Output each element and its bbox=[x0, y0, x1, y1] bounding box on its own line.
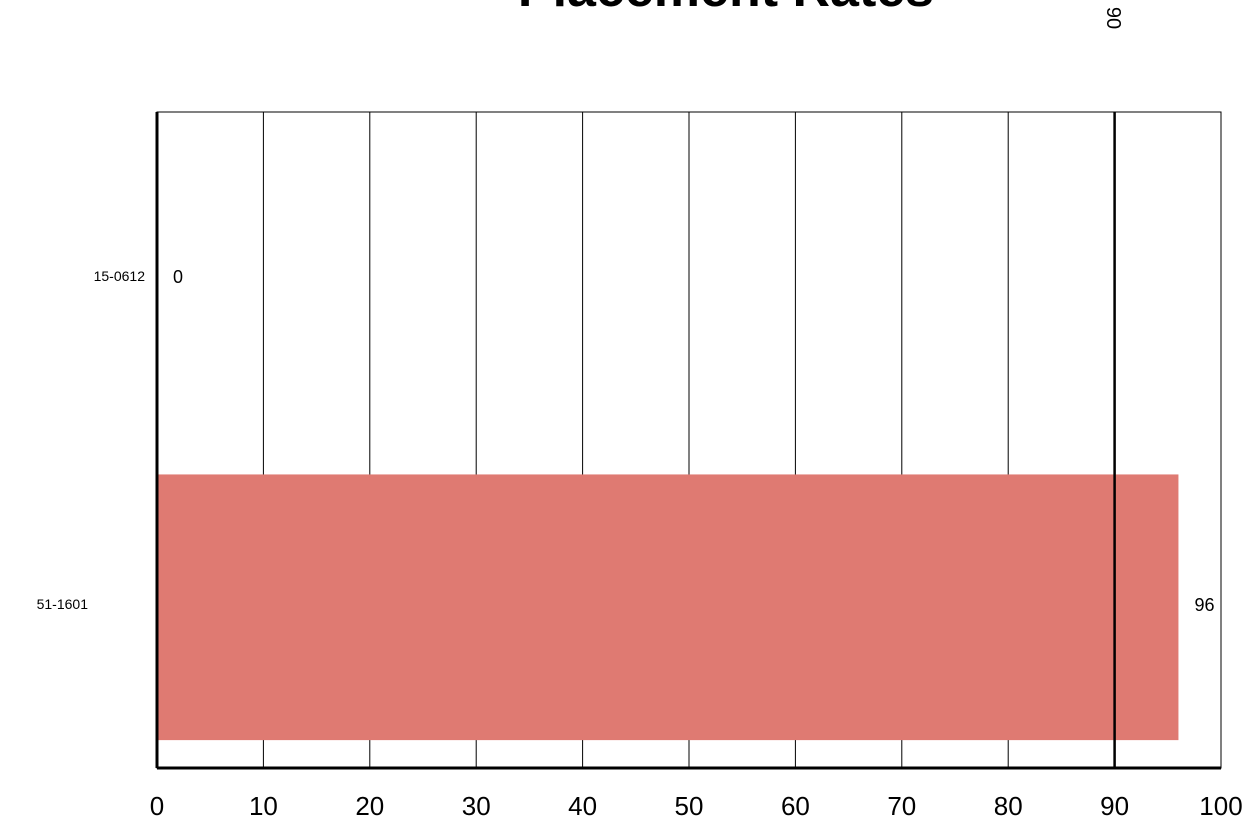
data-label-51-1601: 96 bbox=[1194, 595, 1214, 615]
x-tick-label-80: 80 bbox=[994, 791, 1023, 817]
category-label-51-1601: 51-1601 bbox=[37, 596, 89, 612]
x-tick-label-100: 100 bbox=[1199, 791, 1242, 817]
reference-line-group: 90 bbox=[1102, 7, 1124, 768]
x-tick-label-50: 50 bbox=[675, 791, 704, 817]
axes bbox=[155, 112, 1221, 770]
x-tick-label-70: 70 bbox=[887, 791, 916, 817]
labels: 0 10 20 30 40 50 60 70 80 90 100 15-0612 0 51-1601 96 bbox=[37, 267, 1243, 817]
x-tick-label-20: 20 bbox=[355, 791, 384, 817]
reference-line-label: 90 bbox=[1102, 7, 1124, 29]
bar-51-1601 bbox=[157, 474, 1179, 741]
category-label-15-0612: 15-0612 bbox=[94, 268, 146, 284]
x-tick-label-60: 60 bbox=[781, 791, 810, 817]
x-tick-label-30: 30 bbox=[462, 791, 491, 817]
data-label-15-0612: 0 bbox=[173, 267, 183, 287]
bars bbox=[157, 474, 1179, 741]
x-tick-label-0: 0 bbox=[150, 791, 164, 817]
x-tick-label-40: 40 bbox=[568, 791, 597, 817]
x-tick-label-90: 90 bbox=[1100, 791, 1129, 817]
chart-title: Placement Rates bbox=[518, 0, 934, 18]
x-tick-label-10: 10 bbox=[249, 791, 278, 817]
